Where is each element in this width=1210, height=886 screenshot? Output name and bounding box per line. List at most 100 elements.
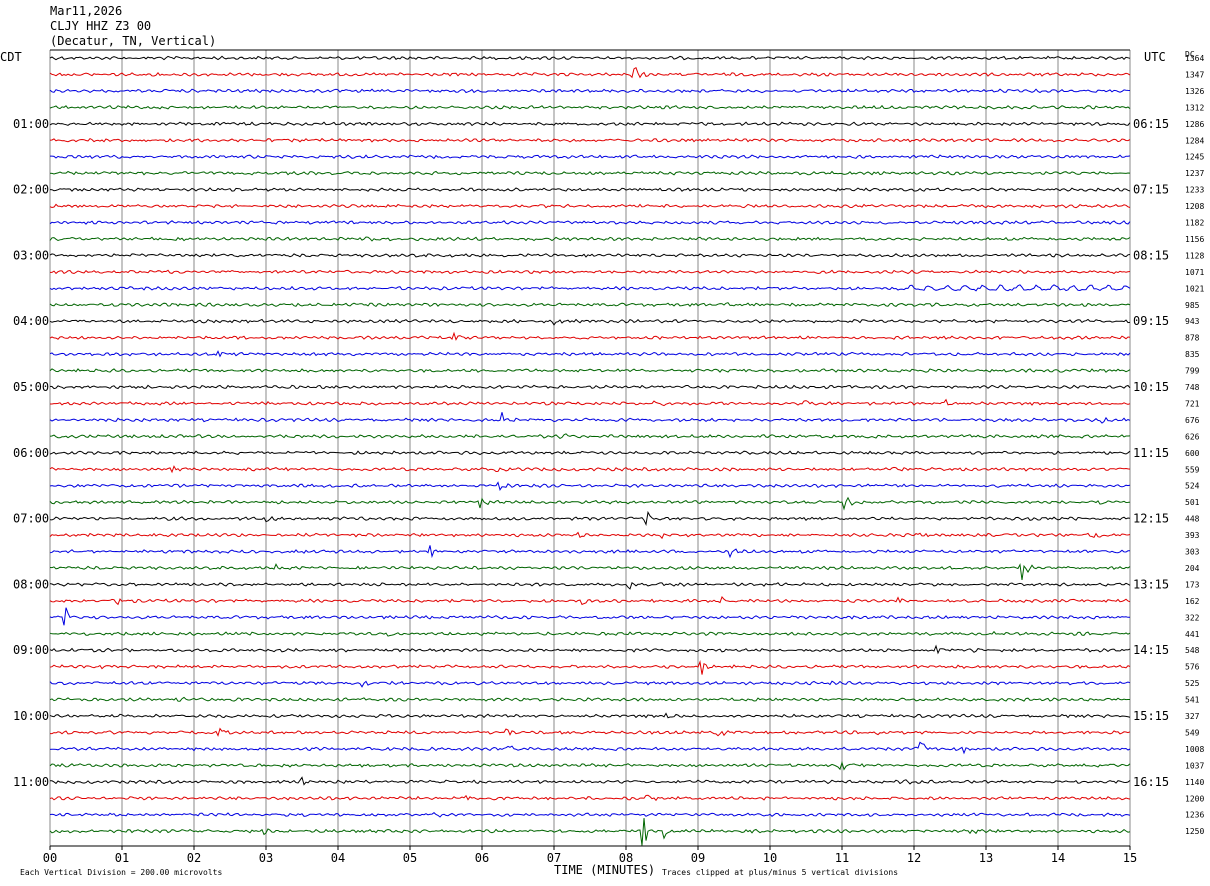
trace-row-42 bbox=[49, 741, 1131, 755]
trace-row-38 bbox=[49, 680, 1131, 688]
x-axis-title: TIME (MINUTES) bbox=[554, 863, 655, 877]
left-time-labels: 01:00 02:00 03:00 04:00 05:00 06:00 07:00 08:00… bbox=[13, 117, 49, 789]
dc-value: 835 bbox=[1185, 350, 1200, 359]
dc-value: 524 bbox=[1185, 482, 1200, 491]
x-tick-label: 13 bbox=[979, 851, 993, 865]
header-location: (Decatur, TN, Vertical) bbox=[50, 34, 217, 48]
x-tick-label: 08 bbox=[619, 851, 633, 865]
trace-row-36 bbox=[49, 644, 1131, 655]
dc-value: 943 bbox=[1185, 317, 1200, 326]
left-time-label: 08:00 bbox=[13, 577, 49, 591]
dc-value: 1250 bbox=[1185, 827, 1204, 836]
x-tick-label: 09 bbox=[691, 851, 705, 865]
dc-value: 721 bbox=[1185, 399, 1200, 408]
dc-value: 1284 bbox=[1185, 136, 1204, 145]
trace-row-17 bbox=[49, 331, 1131, 341]
dc-value: 1347 bbox=[1185, 70, 1204, 79]
dc-value: 327 bbox=[1185, 712, 1200, 721]
dc-value: 799 bbox=[1185, 367, 1200, 376]
trace-row-14 bbox=[49, 284, 1131, 292]
header-date: Mar11,2026 bbox=[50, 4, 123, 18]
time-gridlines bbox=[49, 49, 1131, 847]
left-time-label: 06:00 bbox=[13, 446, 49, 460]
dc-value: 600 bbox=[1185, 449, 1200, 458]
x-axis-ticks: 00 01 02 03 04 05 06 07 08 09 10 11 12 13 14 15 bbox=[43, 846, 1137, 865]
dc-value: 322 bbox=[1185, 613, 1200, 622]
dc-value: 1286 bbox=[1185, 120, 1204, 129]
trace-row-4 bbox=[49, 121, 1131, 127]
left-time-label: 10:00 bbox=[13, 709, 49, 723]
trace-row-13 bbox=[50, 269, 1131, 275]
trace-row-40 bbox=[49, 712, 1131, 719]
trace-row-15 bbox=[49, 302, 1131, 308]
x-tick-label: 14 bbox=[1051, 851, 1065, 865]
right-time-label: 12:15 bbox=[1133, 512, 1169, 526]
dc-value: 1236 bbox=[1185, 811, 1204, 820]
trace-row-20 bbox=[49, 384, 1131, 390]
dc-value: 676 bbox=[1185, 416, 1200, 425]
trace-row-11 bbox=[49, 236, 1131, 242]
dc-values: 1364 1347 1326 1312 1286 1284 1245 1237 1233 1208… bbox=[1185, 54, 1204, 836]
dc-value: 1140 bbox=[1185, 778, 1204, 787]
dc-value: 1200 bbox=[1185, 794, 1204, 803]
right-time-label: 11:15 bbox=[1133, 446, 1169, 460]
dc-value: 626 bbox=[1185, 432, 1200, 441]
trace-row-1 bbox=[49, 66, 1131, 79]
right-time-label: 15:15 bbox=[1133, 709, 1169, 723]
trace-row-47 bbox=[49, 818, 1131, 846]
left-time-label: 07:00 bbox=[13, 512, 49, 526]
trace-row-34 bbox=[49, 607, 1131, 626]
right-time-label: 13:15 bbox=[1133, 577, 1169, 591]
dc-header-label: DC bbox=[1185, 50, 1195, 59]
scale-note: Each Vertical Division = 200.00 microvol… bbox=[20, 868, 222, 877]
trace-row-0 bbox=[49, 55, 1131, 61]
dc-value: 303 bbox=[1185, 548, 1200, 557]
x-tick-label: 06 bbox=[475, 851, 489, 865]
left-time-label: 01:00 bbox=[13, 117, 49, 131]
trace-row-44 bbox=[50, 776, 1131, 786]
trace-row-22 bbox=[49, 412, 1131, 424]
right-time-label: 14:15 bbox=[1133, 643, 1169, 657]
clip-note: Traces clipped at plus/minus 5 vertical … bbox=[662, 868, 898, 877]
dc-value: 878 bbox=[1185, 334, 1200, 343]
right-time-label: 10:15 bbox=[1133, 380, 1169, 394]
dc-value: 441 bbox=[1185, 630, 1200, 639]
left-time-label: 03:00 bbox=[13, 248, 49, 262]
x-tick-label: 07 bbox=[547, 851, 561, 865]
x-tick-label: 00 bbox=[43, 851, 57, 865]
left-time-label: 11:00 bbox=[13, 775, 49, 789]
dc-value: 162 bbox=[1185, 597, 1200, 606]
trace-row-32 bbox=[49, 582, 1131, 590]
trace-row-9 bbox=[49, 203, 1131, 209]
dc-value: 393 bbox=[1185, 531, 1200, 540]
dc-value: 576 bbox=[1185, 663, 1200, 672]
right-time-label: 08:15 bbox=[1133, 248, 1169, 262]
right-time-label: 07:15 bbox=[1133, 183, 1169, 197]
trace-row-41 bbox=[50, 727, 1131, 737]
left-timezone-label: CDT bbox=[0, 50, 22, 64]
dc-value: 548 bbox=[1185, 646, 1200, 655]
x-tick-label: 04 bbox=[331, 851, 345, 865]
x-tick-label: 12 bbox=[907, 851, 921, 865]
dc-value: 1237 bbox=[1185, 169, 1204, 178]
left-time-label: 05:00 bbox=[13, 380, 49, 394]
dc-value: 748 bbox=[1185, 383, 1200, 392]
left-time-label: 02:00 bbox=[13, 183, 49, 197]
trace-row-10 bbox=[49, 220, 1131, 225]
right-time-labels: 06:15 07:15 08:15 09:15 10:15 11:15 12:15 13:15… bbox=[1133, 117, 1169, 789]
dc-value: 501 bbox=[1185, 498, 1200, 507]
dc-value: 1008 bbox=[1185, 745, 1204, 754]
trace-row-39 bbox=[49, 696, 1130, 702]
dc-value: 525 bbox=[1185, 679, 1200, 688]
trace-row-23 bbox=[49, 433, 1131, 439]
x-tick-label: 11 bbox=[835, 851, 849, 865]
dc-value: 1071 bbox=[1185, 268, 1204, 277]
trace-row-21 bbox=[50, 398, 1131, 407]
dc-value: 1312 bbox=[1185, 103, 1204, 112]
trace-row-37 bbox=[49, 659, 1131, 675]
trace-row-35 bbox=[49, 630, 1131, 637]
trace-row-2 bbox=[49, 88, 1131, 94]
dc-value: 448 bbox=[1185, 515, 1200, 524]
dc-value: 1021 bbox=[1185, 284, 1204, 293]
